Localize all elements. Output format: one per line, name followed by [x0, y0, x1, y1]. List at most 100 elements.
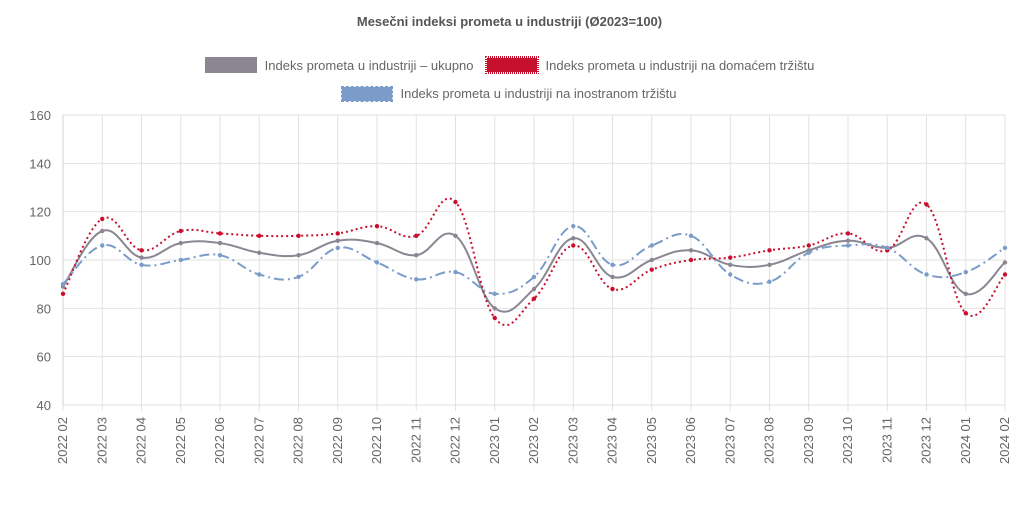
data-point-inostrano[interactable] — [100, 243, 105, 248]
y-tick-label: 140 — [29, 156, 51, 171]
data-point-inostrano[interactable] — [885, 245, 890, 251]
data-point-ukupno[interactable] — [845, 238, 851, 243]
x-tick-label: 2024 01 — [958, 417, 973, 464]
x-tick-label: 2022 07 — [251, 417, 266, 464]
data-point-domace[interactable] — [688, 257, 694, 263]
data-point-domace[interactable] — [571, 243, 576, 248]
data-point-ukupno[interactable] — [1002, 260, 1008, 265]
data-point-inostrano[interactable] — [688, 233, 694, 239]
data-point-ukupno[interactable] — [139, 255, 144, 260]
data-point-inostrano[interactable] — [924, 272, 929, 277]
data-point-domace[interactable] — [453, 199, 458, 205]
data-point-ukupno[interactable] — [257, 250, 262, 255]
legend-swatch-ukupno — [204, 57, 257, 73]
data-point-domace[interactable] — [767, 248, 772, 253]
data-point-domace[interactable] — [924, 202, 929, 207]
data-point-domace[interactable] — [492, 315, 497, 321]
x-tick-label: 2022 12 — [448, 417, 463, 464]
data-point-inostrano[interactable] — [649, 243, 654, 248]
data-point-domace[interactable] — [1002, 272, 1008, 277]
data-point-ukupno[interactable] — [100, 228, 105, 234]
data-point-inostrano[interactable] — [610, 262, 615, 268]
data-point-inostrano[interactable] — [1002, 245, 1008, 251]
y-tick-label: 120 — [29, 205, 51, 220]
data-point-domace[interactable] — [610, 286, 615, 292]
data-point-inostrano[interactable] — [728, 272, 733, 277]
data-point-ukupno[interactable] — [453, 233, 458, 239]
data-point-inostrano[interactable] — [963, 269, 968, 275]
data-point-inostrano[interactable] — [296, 274, 301, 280]
data-point-ukupno[interactable] — [531, 286, 537, 292]
data-point-ukupno[interactable] — [374, 240, 380, 246]
x-tick-label: 2023 09 — [801, 417, 816, 464]
data-point-ukupno[interactable] — [414, 252, 419, 258]
data-point-domace[interactable] — [845, 231, 851, 236]
data-point-domace[interactable] — [728, 255, 733, 260]
data-point-inostrano[interactable] — [767, 279, 772, 284]
x-tick-label: 2022 03 — [94, 417, 109, 464]
data-point-domace[interactable] — [649, 267, 654, 272]
data-point-domace[interactable] — [60, 291, 66, 297]
data-point-domace[interactable] — [531, 296, 537, 301]
x-tick-label: 2023 04 — [605, 417, 620, 464]
x-tick-label: 2023 06 — [683, 417, 698, 464]
legend-swatch-inostrano — [341, 85, 394, 102]
data-point-inostrano[interactable] — [178, 257, 183, 263]
y-tick-label: 80 — [37, 301, 51, 316]
legend-item-inostrano[interactable]: Indeks prometa u industriji na inostrano… — [341, 85, 677, 102]
data-point-ukupno[interactable] — [767, 262, 772, 268]
data-point-ukupno[interactable] — [217, 240, 223, 246]
data-point-inostrano[interactable] — [257, 272, 262, 277]
data-point-inostrano[interactable] — [374, 260, 380, 265]
data-point-domace[interactable] — [217, 231, 223, 236]
y-tick-label: 160 — [29, 108, 51, 123]
data-point-domace[interactable] — [963, 310, 968, 316]
data-point-domace[interactable] — [139, 248, 144, 253]
x-tick-label: 2023 01 — [487, 417, 502, 464]
data-point-domace[interactable] — [414, 233, 419, 239]
data-point-inostrano[interactable] — [492, 291, 497, 297]
data-point-inostrano[interactable] — [531, 274, 537, 280]
data-point-ukupno[interactable] — [335, 238, 340, 243]
legend-item-domace[interactable]: Indeks prometa u industriji na domaćem t… — [484, 56, 814, 74]
data-point-ukupno[interactable] — [492, 306, 497, 311]
data-point-ukupno[interactable] — [924, 236, 929, 241]
data-point-ukupno[interactable] — [178, 240, 183, 246]
data-point-inostrano[interactable] — [335, 245, 340, 251]
x-tick-label: 2022 06 — [212, 417, 227, 464]
data-point-domace[interactable] — [296, 233, 301, 239]
legend-label-inostrano: Indeks prometa u industriji na inostrano… — [400, 86, 677, 101]
data-point-inostrano[interactable] — [806, 250, 811, 255]
data-point-domace[interactable] — [257, 233, 262, 239]
data-point-domace[interactable] — [806, 243, 811, 248]
legend-item-ukupno[interactable]: Indeks prometa u industriji – ukupno — [204, 57, 474, 73]
data-point-inostrano[interactable] — [571, 223, 576, 229]
data-point-ukupno[interactable] — [963, 291, 968, 297]
x-tick-label: 2022 11 — [408, 417, 423, 463]
data-point-inostrano[interactable] — [845, 243, 851, 248]
data-point-ukupno[interactable] — [728, 262, 733, 268]
data-point-domace[interactable] — [100, 216, 105, 222]
data-point-inostrano[interactable] — [453, 269, 458, 275]
y-axis-tick-labels: 160 140 120 100 80 60 40 — [29, 108, 51, 413]
data-point-ukupno[interactable] — [688, 248, 694, 253]
data-point-domace[interactable] — [335, 231, 340, 236]
data-point-inostrano[interactable] — [217, 252, 223, 258]
data-point-inostrano[interactable] — [139, 262, 144, 268]
data-point-domace[interactable] — [178, 228, 183, 234]
x-tick-label: 2022 05 — [173, 417, 188, 464]
data-point-domace[interactable] — [374, 223, 380, 229]
data-point-ukupno[interactable] — [296, 252, 301, 258]
data-point-ukupno[interactable] — [610, 274, 615, 280]
data-point-inostrano[interactable] — [414, 277, 419, 282]
x-tick-label: 2023 12 — [919, 417, 934, 464]
data-point-inostrano[interactable] — [60, 281, 66, 287]
data-point-ukupno[interactable] — [571, 236, 576, 241]
series-lines — [60, 197, 1008, 327]
x-tick-label: 2023 02 — [526, 417, 541, 464]
x-tick-label: 2022 08 — [291, 417, 306, 464]
data-point-ukupno[interactable] — [649, 257, 654, 263]
x-tick-label: 2022 04 — [134, 417, 149, 464]
grid-lines — [62, 114, 1006, 411]
